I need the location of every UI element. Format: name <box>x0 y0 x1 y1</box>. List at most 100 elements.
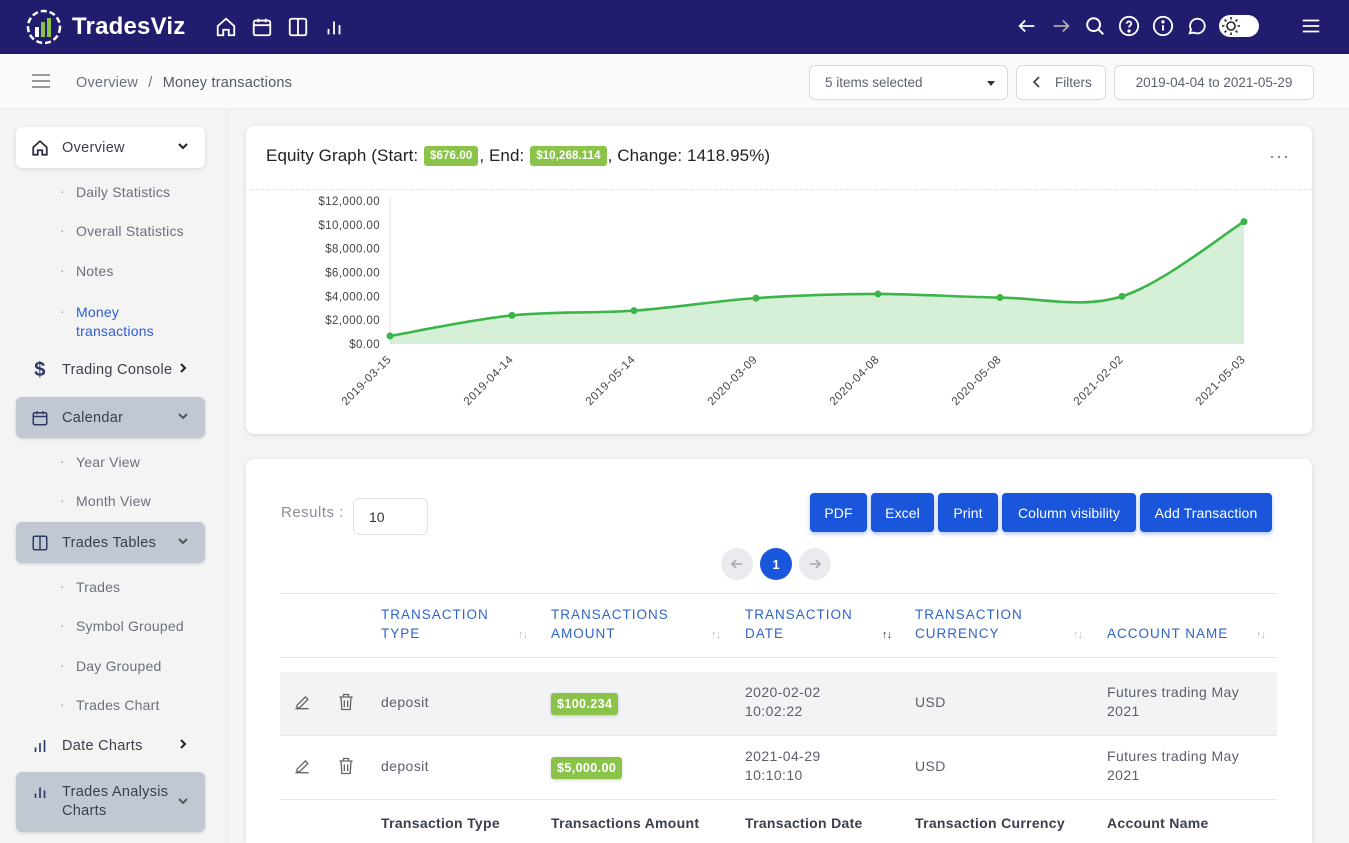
sidebar-sub-trades[interactable]: Trades <box>60 578 121 595</box>
table-icon <box>30 533 50 553</box>
filters-button[interactable]: Filters <box>1016 65 1106 100</box>
sub-label: Month View <box>76 493 151 509</box>
sidebar-item-trading-console[interactable]: $ Trading Console <box>16 349 205 390</box>
page-button-1[interactable]: 1 <box>760 548 792 580</box>
search-icon[interactable] <box>1083 14 1107 38</box>
trash-icon[interactable] <box>336 756 356 781</box>
dollar-icon: $ <box>34 358 46 381</box>
sidebar-item-trades-analysis[interactable]: Trades Analysis Charts <box>16 772 205 832</box>
account-select[interactable]: 5 items selected <box>809 65 1008 100</box>
header-account-name[interactable]: ACCOUNT NAME <box>1107 624 1228 643</box>
chevron-down-icon <box>177 795 189 811</box>
chat-icon[interactable] <box>1185 14 1209 38</box>
brand[interactable]: TradesViz <box>26 9 185 45</box>
date-line: 2020-02-02 <box>745 684 821 700</box>
sort-icon[interactable]: ↑↓ <box>1256 629 1266 641</box>
sidebar-item-overview[interactable]: Overview <box>16 127 205 168</box>
sidebar-sub-daily-statistics[interactable]: Daily Statistics <box>60 183 170 200</box>
sort-asc-icon[interactable]: ↑↓ <box>882 629 892 641</box>
next-page-button[interactable] <box>799 548 831 580</box>
table-icon[interactable] <box>286 15 310 39</box>
sidebar-sub-money-transactions[interactable]: Money transactions <box>60 302 174 341</box>
print-button[interactable]: Print <box>938 493 998 532</box>
account-line: Futures trading May <box>1107 684 1240 700</box>
prev-page-button[interactable] <box>721 548 753 580</box>
forward-arrow-icon[interactable] <box>1049 14 1073 38</box>
header-bottom-border <box>280 657 1277 658</box>
footer-transaction-type: Transaction Type <box>381 815 500 831</box>
bar-chart-icon[interactable] <box>322 15 346 39</box>
sidebar-item-calendar[interactable]: Calendar <box>16 397 205 438</box>
calendar-icon[interactable] <box>250 15 274 39</box>
header-transactions-amount[interactable]: TRANSACTIONS AMOUNT <box>551 605 669 643</box>
add-transaction-button[interactable]: Add Transaction <box>1140 493 1272 532</box>
hamburger-icon[interactable] <box>1299 14 1323 38</box>
footer-transactions-amount: Transactions Amount <box>551 815 700 831</box>
end-badge: $10,268.114 <box>530 146 607 166</box>
cell-account: Futures trading May 2021 <box>1107 747 1239 785</box>
y-tick-label: $12,000.00 <box>318 196 380 208</box>
column-visibility-button[interactable]: Column visibility <box>1002 493 1136 532</box>
home-icon[interactable] <box>214 15 238 39</box>
data-point <box>508 311 516 319</box>
footer-account-name: Account Name <box>1107 815 1209 831</box>
back-arrow-icon[interactable] <box>1015 14 1039 38</box>
start-badge: $676.00 <box>424 146 479 166</box>
row-border <box>280 799 1277 800</box>
account-line: 2021 <box>1107 703 1140 719</box>
cell-type: deposit <box>381 694 429 710</box>
header-line: TYPE <box>381 626 421 641</box>
equity-line <box>389 220 1245 338</box>
sidebar-sub-day-grouped[interactable]: Day Grouped <box>60 657 161 674</box>
calendar-icon <box>30 408 50 428</box>
chevron-down-icon <box>177 535 189 551</box>
x-tick-label: 2019-05-14 <box>584 354 638 408</box>
sidebar-sub-trades-chart[interactable]: Trades Chart <box>60 696 160 713</box>
caret-down-icon <box>987 81 995 86</box>
more-options-icon[interactable]: ··· <box>1269 146 1290 166</box>
sub-label: Trades <box>76 579 121 595</box>
sidebar-sub-notes[interactable]: Notes <box>60 262 114 279</box>
sidebar-item-trades-tables[interactable]: Trades Tables <box>16 522 205 563</box>
sidebar-sub-overall-statistics[interactable]: Overall Statistics <box>60 222 184 239</box>
sub-label: Year View <box>76 454 141 470</box>
header-transaction-currency[interactable]: TRANSACTION CURRENCY <box>915 605 1023 643</box>
header-transaction-type[interactable]: TRANSACTION TYPE <box>381 605 489 643</box>
y-tick-label: $2,000.00 <box>325 315 380 327</box>
sort-icon[interactable]: ↑↓ <box>1073 629 1083 641</box>
amount-badge: $100.234 <box>551 693 619 715</box>
trash-icon[interactable] <box>336 692 356 717</box>
excel-button[interactable]: Excel <box>871 493 934 532</box>
sidebar-sub-symbol-grouped[interactable]: Symbol Grouped <box>60 617 184 634</box>
cell-type: deposit <box>381 758 429 774</box>
breadcrumb-parent[interactable]: Overview <box>76 75 139 91</box>
results-input[interactable]: 10 <box>353 498 428 535</box>
theme-toggle[interactable] <box>1219 15 1259 37</box>
footer-transaction-date: Transaction Date <box>745 815 863 831</box>
sidebar-toggle-icon[interactable] <box>32 73 50 94</box>
help-icon[interactable] <box>1117 14 1141 38</box>
x-tick-label: 2021-05-03 <box>1194 354 1248 408</box>
brand-name: TradesViz <box>72 13 186 40</box>
bar-chart-icon <box>30 782 50 802</box>
sort-icon[interactable]: ↑↓ <box>711 629 721 641</box>
equity-change-label: , Change: 1418.95%) <box>607 146 771 165</box>
data-point <box>1240 218 1248 226</box>
edit-icon[interactable] <box>292 692 312 717</box>
sidebar-item-date-charts[interactable]: Date Charts <box>16 725 205 766</box>
data-point <box>996 294 1004 302</box>
header-transaction-date[interactable]: TRANSACTION DATE <box>745 605 853 643</box>
chevron-right-icon <box>177 738 189 754</box>
pdf-button[interactable]: PDF <box>810 493 867 532</box>
table-top-border <box>280 593 1277 594</box>
info-icon[interactable] <box>1151 14 1175 38</box>
sub-label: Overall Statistics <box>76 223 184 239</box>
sort-icon[interactable]: ↑↓ <box>518 629 528 641</box>
sub-label: Symbol Grouped <box>76 618 184 634</box>
time-line: 10:10:10 <box>745 767 803 783</box>
card-divider <box>246 189 1312 190</box>
sidebar-sub-year-view[interactable]: Year View <box>60 453 141 470</box>
edit-icon[interactable] <box>292 756 312 781</box>
sidebar-sub-month-view[interactable]: Month View <box>60 492 151 509</box>
date-range-picker[interactable]: 2019-04-04 to 2021-05-29 <box>1114 65 1314 100</box>
